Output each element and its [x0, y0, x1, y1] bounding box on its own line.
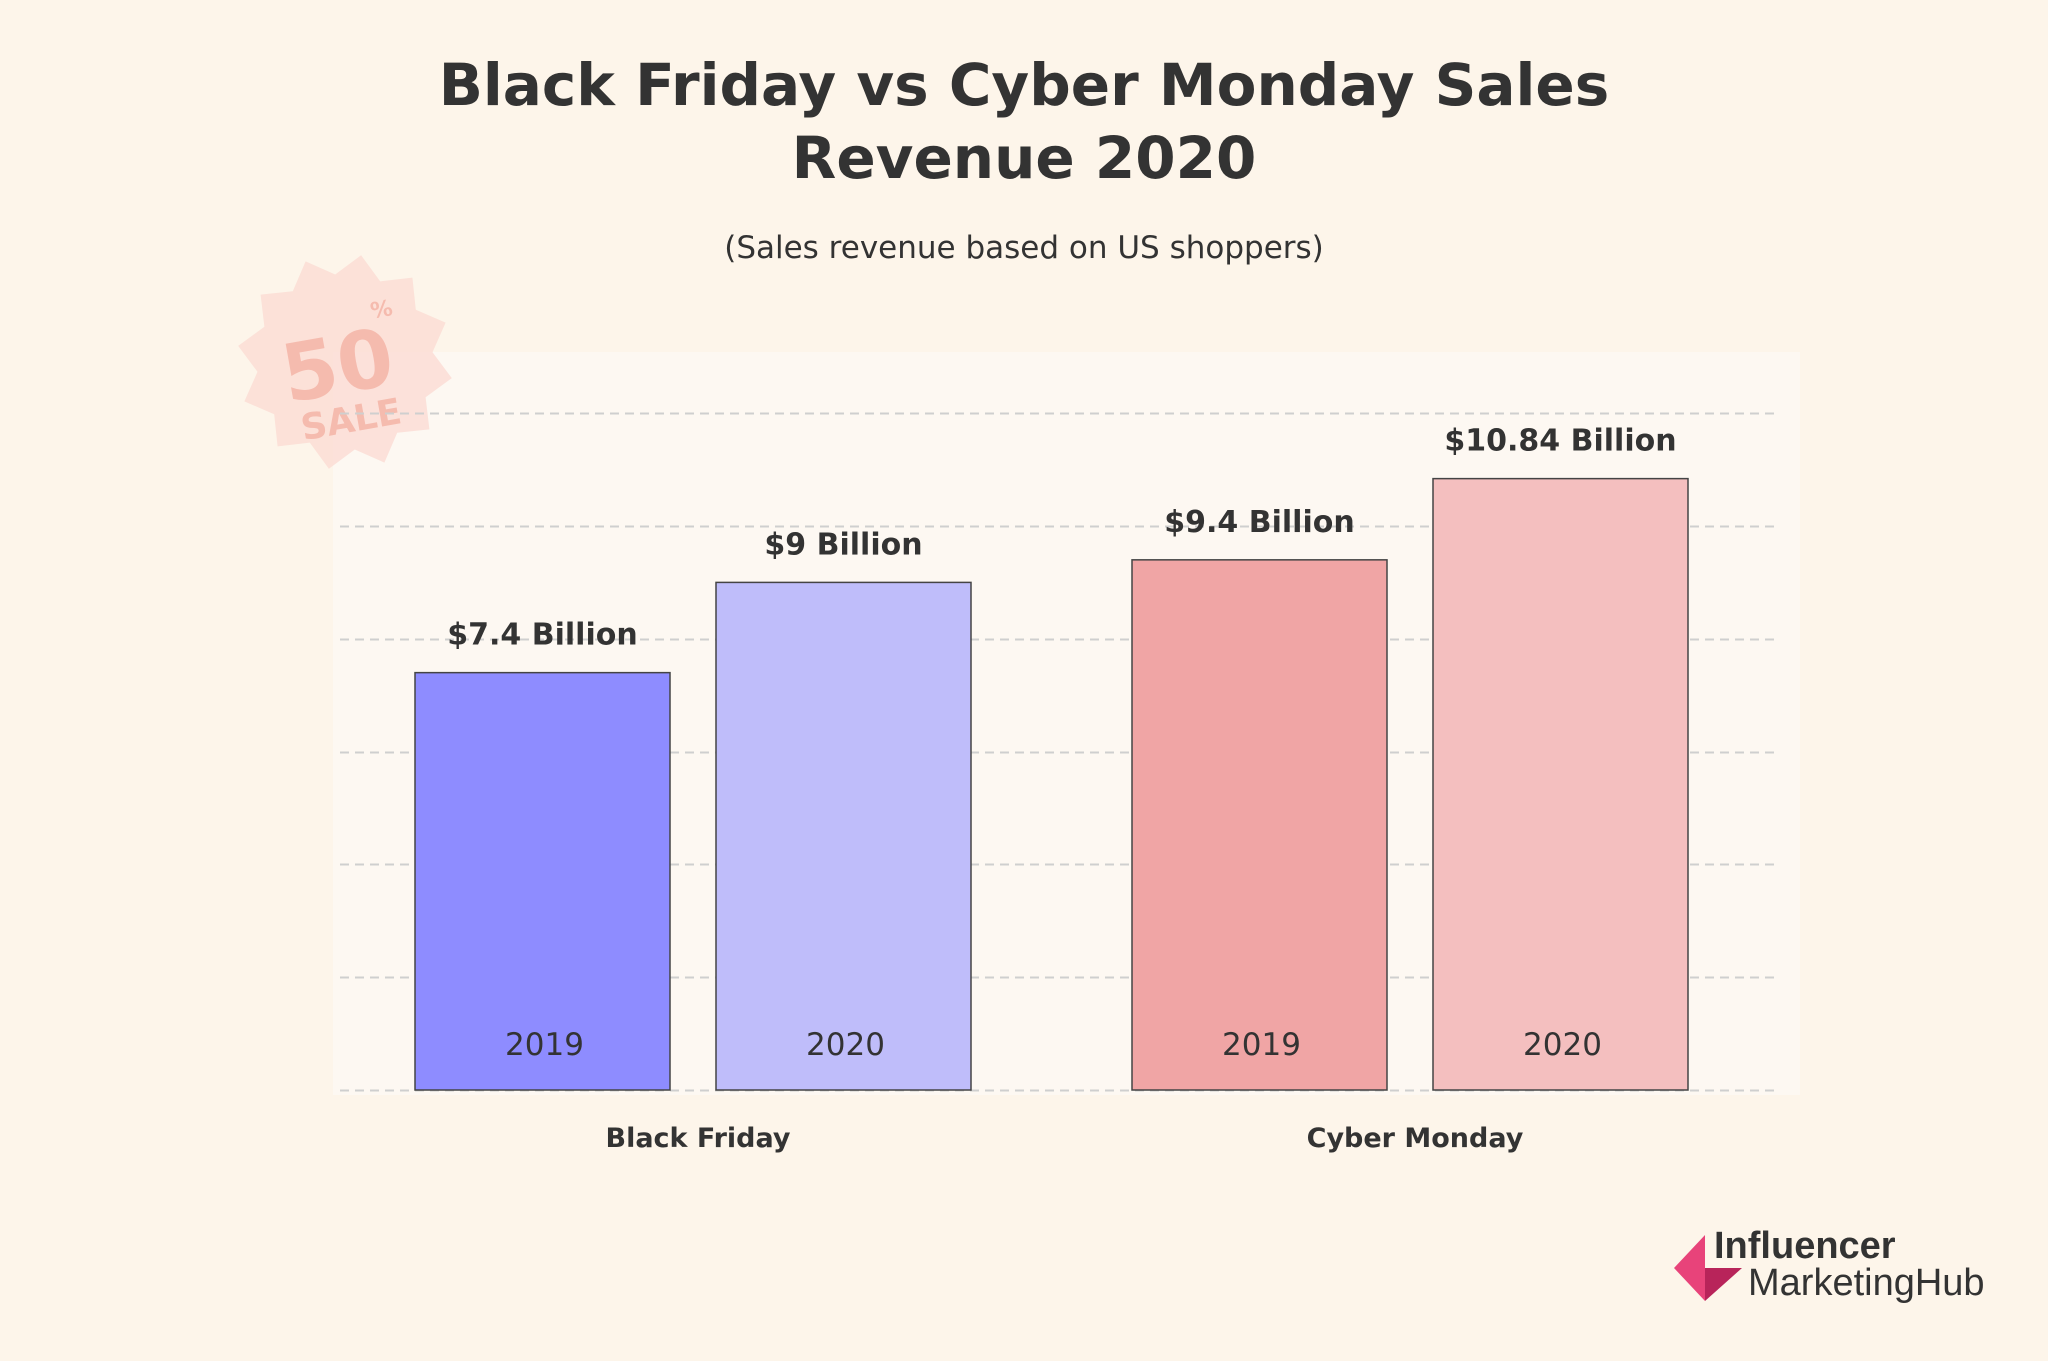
bar-year-label: 2020: [1523, 1027, 1602, 1063]
logo-line1: Influencer: [1714, 1225, 1896, 1267]
sale-stamp: 50 % SALE: [238, 255, 452, 469]
sale-stamp-percent-sign: %: [369, 296, 395, 324]
bar-value-label: $10.84 Billion: [1444, 424, 1676, 459]
bars: $7.4 Billion 2019 $9 Billion 2020 $9.4 Billi…: [414, 424, 1689, 1091]
logo-line2: MarketingHub: [1748, 1262, 1985, 1304]
bar-value-label: $9.4 Billion: [1164, 505, 1354, 540]
sale-stamp-percent: 50: [275, 310, 401, 421]
bar-value-label: $9 Billion: [764, 527, 922, 562]
category-labels: Black Friday Cyber Monday: [605, 1123, 1523, 1154]
bar-year-label: 2019: [505, 1027, 584, 1063]
bar: [1432, 477, 1689, 1091]
bar: [414, 671, 671, 1091]
bar-black-friday-2020: $9 Billion 2020: [715, 527, 972, 1091]
bar-value-label: $7.4 Billion: [447, 618, 637, 653]
bar-cyber-monday-2019: $9.4 Billion 2019: [1131, 505, 1388, 1091]
influencer-marketing-hub-logo: Influencer MarketingHub: [1674, 1225, 1985, 1304]
bar-year-label: 2020: [806, 1027, 885, 1063]
chart-subtitle: (Sales revenue based on US shoppers): [724, 230, 1324, 266]
category-label: Black Friday: [605, 1123, 790, 1154]
logo-mark-icon: [1674, 1235, 1705, 1301]
sale-stamp-starburst: [238, 255, 452, 469]
bar: [1131, 559, 1388, 1091]
logo-mark-icon-lower: [1705, 1268, 1742, 1301]
logo-line2-hub: Hub: [1915, 1262, 1985, 1304]
category-label: Cyber Monday: [1307, 1123, 1524, 1154]
chart-title-line2: Revenue 2020: [792, 124, 1257, 192]
bar-cyber-monday-2020: $10.84 Billion 2020: [1432, 424, 1689, 1091]
chart-title-line1: Black Friday vs Cyber Monday Sales: [439, 51, 1610, 119]
bar: [715, 581, 972, 1091]
logo-line2-marketing: Marketing: [1748, 1262, 1915, 1304]
bar-black-friday-2019: $7.4 Billion 2019: [414, 618, 671, 1091]
bar-year-label: 2019: [1222, 1027, 1301, 1063]
